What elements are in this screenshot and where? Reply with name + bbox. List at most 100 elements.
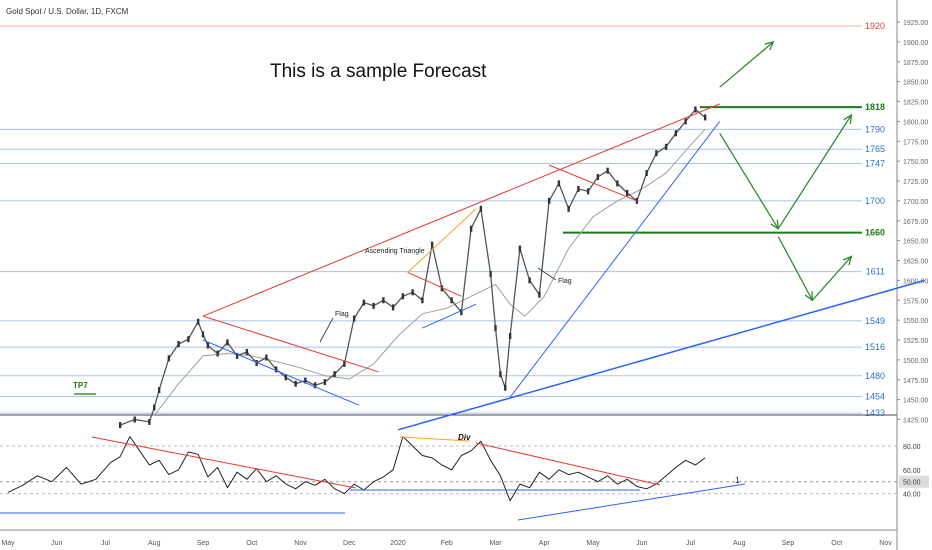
price-candle xyxy=(235,352,239,359)
price-candle xyxy=(616,180,619,187)
trendline xyxy=(548,164,638,202)
price-candle xyxy=(153,404,156,411)
price-candle xyxy=(504,384,507,391)
time-tick-label: Sep xyxy=(197,540,210,547)
trendline xyxy=(202,339,360,406)
price-tick-label: 1825.00 xyxy=(903,100,928,107)
flag-label: Flag xyxy=(558,278,572,285)
projection-arrow xyxy=(777,114,852,230)
level-label-1765: 1765 xyxy=(865,144,885,154)
price-candle xyxy=(557,180,561,187)
price-candle xyxy=(606,167,609,174)
price-tick-label: 1425.00 xyxy=(903,418,928,425)
price-tick-label: 1900.00 xyxy=(903,40,928,47)
price-candle xyxy=(538,291,541,298)
level-label-1790: 1790 xyxy=(865,124,885,134)
price-tick-label: 1700.00 xyxy=(903,199,928,206)
price-tick-label: 1750.00 xyxy=(903,159,928,166)
price-candle xyxy=(245,348,249,355)
price-tick-label: 1625.00 xyxy=(903,259,928,266)
price-candle xyxy=(567,205,570,212)
price-tick-label: 1925.00 xyxy=(903,20,928,27)
price-candle xyxy=(391,304,395,311)
price-candle xyxy=(625,189,629,196)
price-candle xyxy=(362,299,366,306)
price-candle xyxy=(508,333,512,340)
time-tick-label: Oct xyxy=(831,540,842,547)
price-tick-label: 1575.00 xyxy=(903,298,928,305)
price-tick-label: 1775.00 xyxy=(903,139,928,146)
level-label-1454: 1454 xyxy=(865,391,885,401)
price-candle xyxy=(401,293,405,300)
level-label-1516: 1516 xyxy=(865,342,885,352)
price-candle xyxy=(694,106,697,113)
rsi-tick-label: 80.00 xyxy=(903,444,921,451)
price-candle xyxy=(352,315,356,322)
rsi-tick-label: 60.00 xyxy=(903,468,921,475)
arrow-head xyxy=(843,113,853,125)
price-candle xyxy=(372,302,375,309)
price-candle xyxy=(274,366,278,373)
level-label-1747: 1747 xyxy=(865,159,885,169)
rsi-resistance-line xyxy=(475,442,661,486)
price-line xyxy=(119,108,706,426)
price-candle xyxy=(157,387,161,394)
price-candle xyxy=(382,297,385,304)
projection-arrow xyxy=(777,236,813,301)
price-candle xyxy=(645,170,648,177)
time-tick-label: 2020 xyxy=(390,540,406,547)
ascending-triangle-label: Ascending Triangle xyxy=(365,248,425,255)
price-tick-label: 1500.00 xyxy=(903,358,928,365)
price-tick-label: 1875.00 xyxy=(903,60,928,67)
price-candle xyxy=(460,309,463,316)
time-tick-label: May xyxy=(586,540,600,547)
price-candle xyxy=(547,197,551,204)
time-tick-label: Aug xyxy=(733,540,746,547)
level-label-1700: 1700 xyxy=(865,196,885,206)
time-tick-label: Oct xyxy=(246,540,257,547)
projection-arrow xyxy=(811,256,852,301)
price-candle xyxy=(411,289,414,296)
price-candle xyxy=(479,205,483,212)
time-tick-label: May xyxy=(1,540,15,547)
level-label-1920: 1920 xyxy=(865,21,885,31)
price-candle xyxy=(430,241,434,248)
price-tick-label: 1800.00 xyxy=(903,119,928,126)
trendline xyxy=(422,303,477,329)
flag-pointer xyxy=(537,267,557,281)
time-tick-label: Jul xyxy=(686,540,695,547)
level-label-1480: 1480 xyxy=(865,371,885,381)
price-candle xyxy=(323,379,327,386)
trendline xyxy=(407,208,477,273)
price-candle xyxy=(440,285,444,292)
trendline xyxy=(407,271,462,297)
price-candle xyxy=(265,354,268,361)
price-candle xyxy=(187,336,190,343)
divergence-label: Div xyxy=(458,433,471,442)
price-candle xyxy=(167,355,171,362)
price-candle xyxy=(177,340,180,347)
price-tick-label: 1725.00 xyxy=(903,179,928,186)
time-tick-label: Aug xyxy=(148,540,161,547)
level-label-1433: 1433 xyxy=(865,408,885,418)
price-candle xyxy=(684,118,687,125)
rsi-divergence-line xyxy=(399,436,471,442)
time-tick-label: Mar xyxy=(489,540,502,547)
level-label-1660: 1660 xyxy=(865,228,885,238)
price-candle xyxy=(284,374,288,381)
price-candle xyxy=(586,188,590,195)
time-tick-label: Jul xyxy=(101,540,110,547)
price-candle xyxy=(518,245,522,252)
price-candle xyxy=(703,114,707,121)
price-tick-label: 1525.00 xyxy=(903,338,928,345)
price-tick-label: 1550.00 xyxy=(903,318,928,325)
time-tick-label: Jun xyxy=(51,540,62,547)
price-candle xyxy=(133,416,136,423)
price-candle xyxy=(655,150,658,157)
price-candle xyxy=(421,297,424,304)
price-candle xyxy=(226,339,229,346)
projection-arrow xyxy=(719,132,779,230)
price-candle xyxy=(494,325,497,332)
